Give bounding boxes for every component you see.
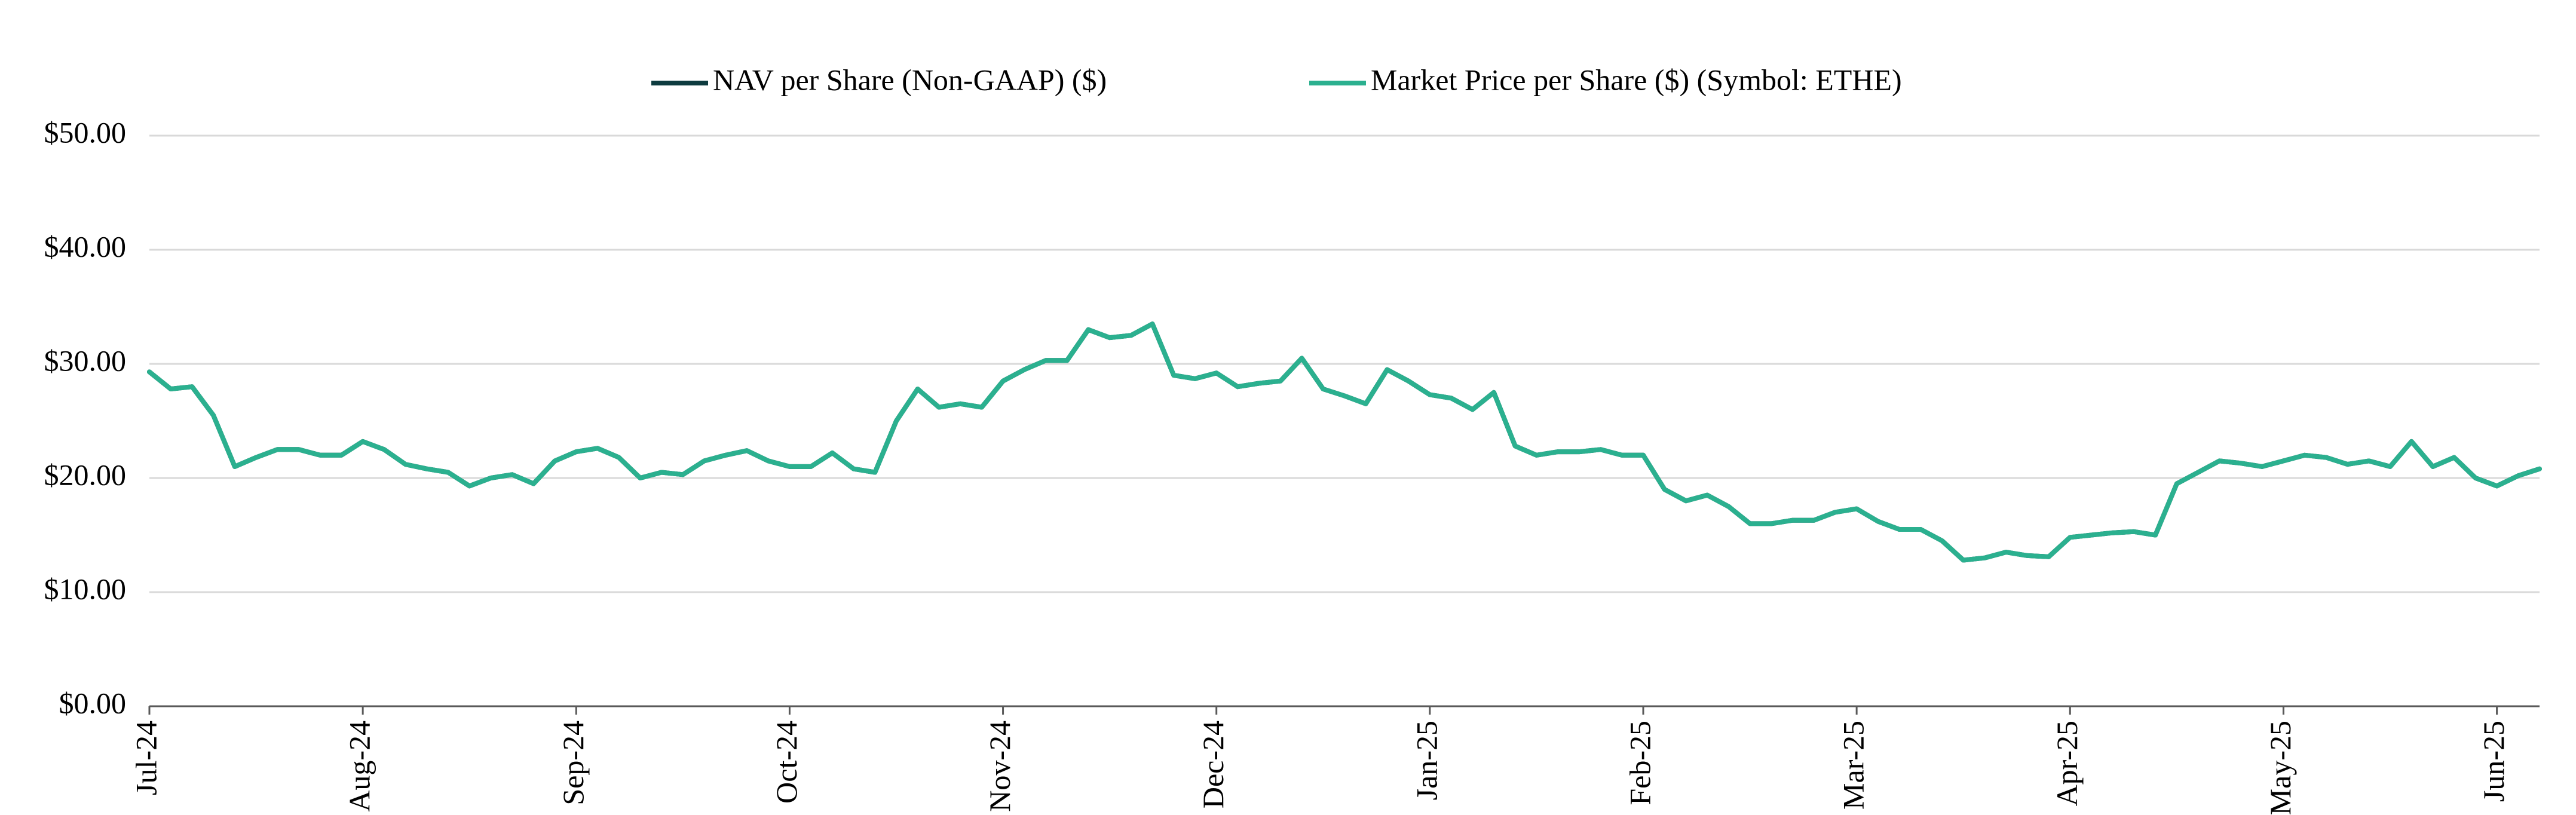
x-tick-label: Jul-24 (129, 721, 163, 795)
y-tick-label: $20.00 (44, 458, 127, 491)
x-tick-label: Aug-24 (343, 721, 376, 812)
series-line (147, 321, 2542, 563)
x-tick-label: May-25 (2263, 721, 2297, 815)
y-tick-label: $0.00 (59, 686, 127, 719)
x-tick-label: Sep-24 (556, 721, 590, 805)
y-tick-label: $40.00 (44, 229, 127, 263)
x-tick-label: Oct-24 (770, 721, 803, 804)
legend-label: Market Price per Share ($) (Symbol: ETHE… (1371, 63, 1902, 96)
y-tick-label: $50.00 (44, 115, 127, 149)
x-tick-label: Feb-25 (1623, 721, 1656, 805)
x-tick-label: Mar-25 (1837, 721, 1870, 810)
y-tick-label: $10.00 (44, 572, 127, 605)
x-tick-label: Apr-25 (2050, 721, 2084, 806)
legend-label: NAV per Share (Non-GAAP) ($) (713, 63, 1107, 96)
x-tick-label: Nov-24 (983, 721, 1016, 812)
x-tick-label: Jun-25 (2477, 721, 2510, 802)
x-tick-label: Jan-25 (1410, 721, 1443, 800)
x-tick-label: Dec-24 (1196, 721, 1230, 808)
series-line (147, 321, 2542, 563)
y-tick-label: $30.00 (44, 344, 127, 377)
